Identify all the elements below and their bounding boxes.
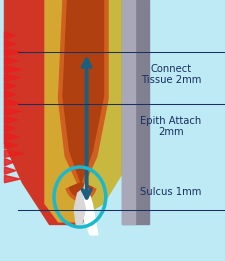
Polygon shape <box>80 183 98 235</box>
Polygon shape <box>63 0 104 183</box>
Polygon shape <box>4 49 21 56</box>
Polygon shape <box>4 66 24 73</box>
Polygon shape <box>74 191 86 227</box>
Polygon shape <box>4 32 24 39</box>
Text: Epith Attach
2mm: Epith Attach 2mm <box>140 116 202 137</box>
Polygon shape <box>4 91 16 98</box>
Polygon shape <box>4 99 22 107</box>
Polygon shape <box>4 74 19 81</box>
Polygon shape <box>4 167 17 174</box>
Polygon shape <box>86 0 126 214</box>
Polygon shape <box>4 108 25 115</box>
Text: Connect
Tissue 2mm: Connect Tissue 2mm <box>141 64 201 85</box>
Polygon shape <box>4 175 24 183</box>
Polygon shape <box>4 0 126 224</box>
Polygon shape <box>4 116 24 124</box>
Polygon shape <box>4 82 16 90</box>
Polygon shape <box>4 133 18 140</box>
Polygon shape <box>4 125 16 132</box>
Polygon shape <box>45 0 126 222</box>
Polygon shape <box>58 0 108 191</box>
Wedge shape <box>66 183 96 201</box>
Polygon shape <box>4 57 23 64</box>
Polygon shape <box>4 150 19 157</box>
Wedge shape <box>69 183 93 197</box>
Polygon shape <box>4 142 15 149</box>
Bar <box>122 0 148 224</box>
Bar <box>122 0 135 224</box>
Text: Sulcus 1mm: Sulcus 1mm <box>140 187 202 197</box>
Polygon shape <box>4 40 14 48</box>
Polygon shape <box>4 158 16 166</box>
